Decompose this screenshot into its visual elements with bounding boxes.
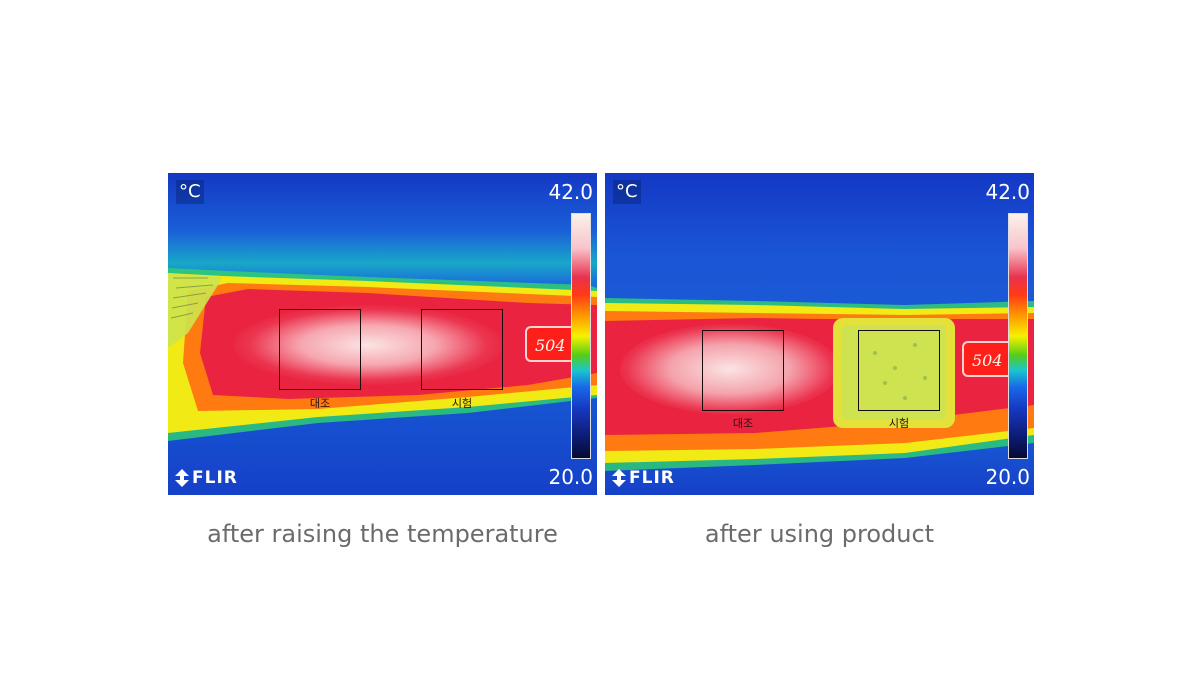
roi-box-control [279,309,361,390]
patch-tag: 504 [525,326,575,362]
roi-box-test [858,330,940,411]
scale-max-value: 42.0 [985,180,1030,204]
thermal-background [605,173,1034,495]
patch-tag: 504 [962,341,1012,377]
roi-box-test [421,309,503,390]
temperature-unit: °C [176,180,204,204]
roi-label-test: 시험 [888,417,910,430]
flir-brand-label: FLIR [629,468,675,488]
flir-brand: FLIR [175,468,238,488]
temperature-unit: °C [613,180,641,204]
scale-max-value: 42.0 [548,180,593,204]
scale-min-value: 20.0 [985,465,1030,489]
roi-label-control: 대조 [732,417,754,430]
roi-label-control: 대조 [309,397,331,410]
thermal-background [168,173,597,495]
caption-before: after raising the temperature [207,520,558,548]
temperature-scale-bar [1008,213,1028,459]
flir-logo-icon [612,469,626,487]
roi-box-control [702,330,784,411]
flir-brand-label: FLIR [192,468,238,488]
scale-min-value: 20.0 [548,465,593,489]
caption-after: after using product [704,520,935,548]
roi-label-test: 시험 [451,397,473,410]
flir-logo-icon [175,469,189,487]
thermal-image-after: 대조 시험 504 °C 42.0 20.0 FLIR [605,173,1034,495]
flir-brand: FLIR [612,468,675,488]
temperature-scale-bar [571,213,591,459]
thermal-image-before: 대조 시험 504 °C 42.0 20.0 FLIR [168,173,597,495]
